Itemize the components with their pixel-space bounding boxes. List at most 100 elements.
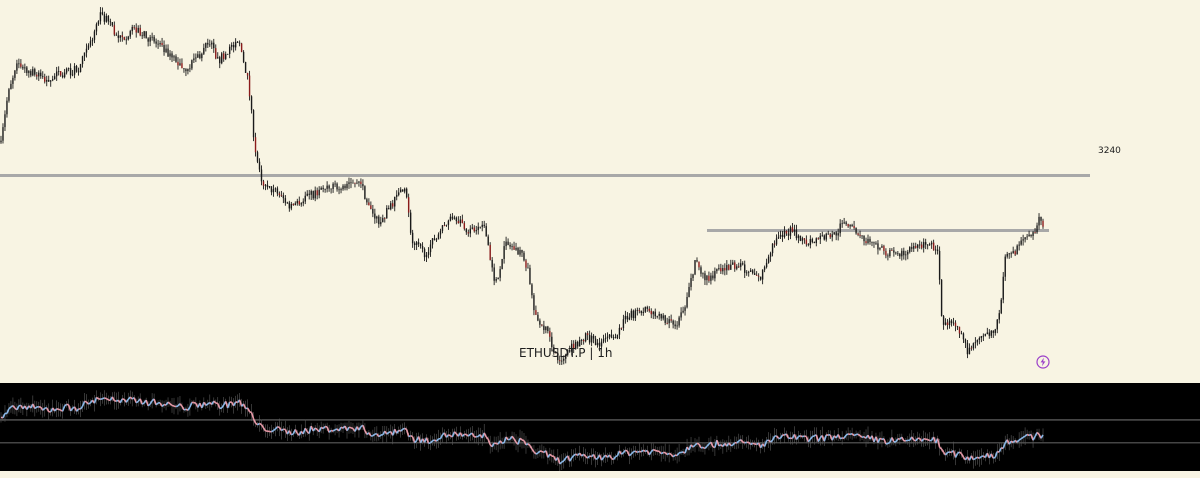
candle [330,188,332,194]
osc-line-segment [330,429,334,432]
candle [254,132,257,157]
osc-line-segment [994,451,999,458]
candle [447,219,450,230]
osc-line-segment [608,454,613,459]
candle [690,273,692,291]
osc-line-segment [42,407,46,411]
candle [616,334,619,340]
candle [230,42,233,51]
candle [982,333,985,341]
osc-line-segment [654,449,658,452]
candle [634,308,637,321]
candle [584,332,587,343]
candle [901,248,903,261]
candle [415,240,418,251]
candle [364,185,366,200]
osc-line-segment [851,433,855,437]
candle [491,257,493,272]
candle [497,277,499,280]
osc-line-segment [750,442,754,446]
osc-line-segment [549,453,553,457]
candle [799,235,802,242]
candle [827,230,829,235]
candle [205,42,207,52]
osc-line-segment [104,397,107,400]
osc-line-segment [255,422,259,426]
candle [732,259,734,265]
candle [710,272,712,285]
candle [173,54,175,62]
candle [684,305,686,316]
osc-line-segment [642,449,646,453]
osc-line-segment [895,438,899,443]
osc-line-segment [378,434,382,438]
candle [314,186,316,202]
candle [312,190,314,200]
osc-line-segment [1012,439,1016,444]
candle [445,224,448,227]
osc-line-segment [592,454,597,460]
oscillator-pane[interactable] [0,383,1200,471]
candle [151,32,153,41]
candle [28,70,30,78]
candle [354,182,356,188]
osc-line-segment [533,451,537,455]
candle [234,38,237,51]
osc-line-segment [451,431,456,438]
osc-line-segment [668,452,672,456]
osc-line-segment [129,396,133,400]
osc-line-segment [807,438,811,443]
lightning-bolt-circle-icon[interactable] [1036,355,1050,369]
candle [421,242,424,253]
candle [596,339,599,348]
osc-line-segment [320,426,324,430]
osc-line-segment [453,431,457,435]
candle [137,25,139,34]
candle [203,43,205,56]
candle [907,249,909,260]
osc-line-segment [766,439,769,442]
candle [970,345,973,351]
candle [962,332,965,343]
candle [145,31,147,39]
candle [501,258,503,270]
candle [531,283,533,299]
osc-line-segment [153,398,157,406]
candle [934,245,937,255]
osc-line-segment [513,438,517,443]
osc-line-segment [85,401,90,405]
candle [358,180,360,187]
candle [1036,222,1038,234]
osc-line-segment [439,434,444,440]
osc-line-segment [676,452,680,456]
candle [686,292,688,309]
candle [332,182,334,193]
osc-line-segment [927,438,931,442]
candle [302,198,304,207]
candle [238,40,241,47]
osc-line-segment [620,452,624,455]
candle [125,36,127,45]
osc-line-segment [557,457,561,465]
candle [604,333,607,343]
candle [117,30,120,43]
osc-line-segment [432,439,435,442]
osc-line-segment [954,453,959,458]
price-chart[interactable] [0,0,1200,370]
candle [958,326,961,338]
candle [12,75,14,89]
candle [541,324,543,327]
candle [199,51,201,60]
candle [14,69,16,81]
candle [716,268,718,274]
price-pane[interactable]: ETHUSDT.P | 1h 3240 [0,0,1200,370]
candle [873,241,875,248]
osc-line-segment [414,439,418,444]
pane-divider[interactable] [0,370,1200,383]
osc-line-segment [332,429,336,432]
candle [515,242,517,251]
candle [608,334,611,340]
candle [795,224,798,241]
osc-line-segment [525,443,529,446]
osc-line-segment [183,408,187,411]
